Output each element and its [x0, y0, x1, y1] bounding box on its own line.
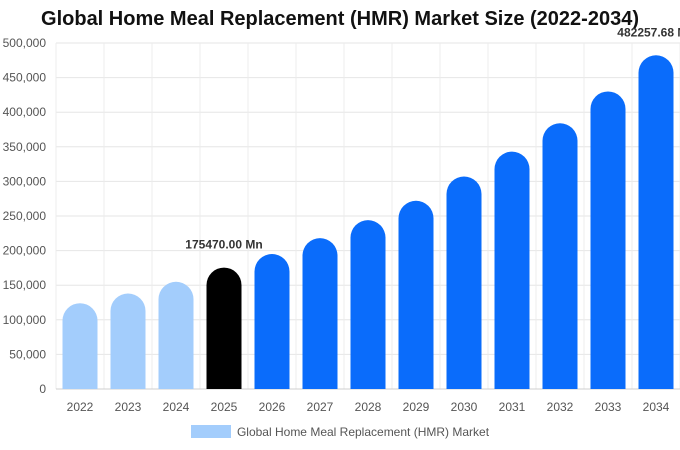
y-tick-label: 300,000	[3, 174, 47, 188]
x-tick-label: 2034	[643, 400, 670, 414]
x-tick-label: 2027	[307, 400, 334, 414]
y-tick-label: 250,000	[3, 209, 47, 223]
x-tick-label: 2023	[115, 400, 142, 414]
y-tick-label: 100,000	[3, 313, 47, 327]
bar-2030	[446, 176, 482, 389]
y-tick-label: 0	[39, 382, 46, 396]
y-tick-label: 500,000	[3, 36, 47, 50]
legend-label: Global Home Meal Replacement (HMR) Marke…	[236, 425, 490, 439]
data-label-2025: 175470.00 Mn	[185, 238, 262, 252]
bar-2029	[398, 200, 434, 389]
y-tick-label: 400,000	[3, 105, 47, 119]
x-tick-label: 2032	[547, 400, 574, 414]
legend: Global Home Meal Replacement (HMR) Marke…	[0, 425, 680, 439]
y-tick-label: 350,000	[3, 140, 47, 154]
y-tick-label: 50,000	[9, 347, 46, 361]
x-tick-label: 2024	[163, 400, 190, 414]
x-tick-label: 2030	[451, 400, 478, 414]
bar-2022	[62, 303, 98, 389]
x-tick-label: 2028	[355, 400, 382, 414]
bar-2033	[590, 91, 626, 389]
bar-2032	[542, 123, 578, 389]
y-tick-label: 450,000	[3, 71, 47, 85]
y-tick-label: 150,000	[3, 278, 47, 292]
bar-2027	[302, 238, 338, 389]
legend-swatch	[190, 425, 231, 438]
x-tick-label: 2029	[403, 400, 430, 414]
x-tick-label: 2033	[595, 400, 622, 414]
bar-2024	[158, 281, 194, 389]
x-tick-label: 2026	[259, 400, 286, 414]
x-tick-label: 2031	[499, 400, 526, 414]
chart-title: Global Home Meal Replacement (HMR) Marke…	[41, 8, 639, 30]
bar-2031	[494, 151, 530, 389]
bar-2034	[638, 55, 674, 390]
data-label-2034: 482257.68 Mn	[617, 25, 680, 39]
bar-2026	[254, 254, 290, 389]
y-tick-label: 200,000	[3, 244, 47, 258]
bar-2023	[110, 293, 146, 389]
bar-2028	[350, 220, 386, 389]
bar-2025	[206, 267, 242, 389]
x-tick-label: 2022	[67, 400, 94, 414]
x-tick-label: 2025	[211, 400, 238, 414]
